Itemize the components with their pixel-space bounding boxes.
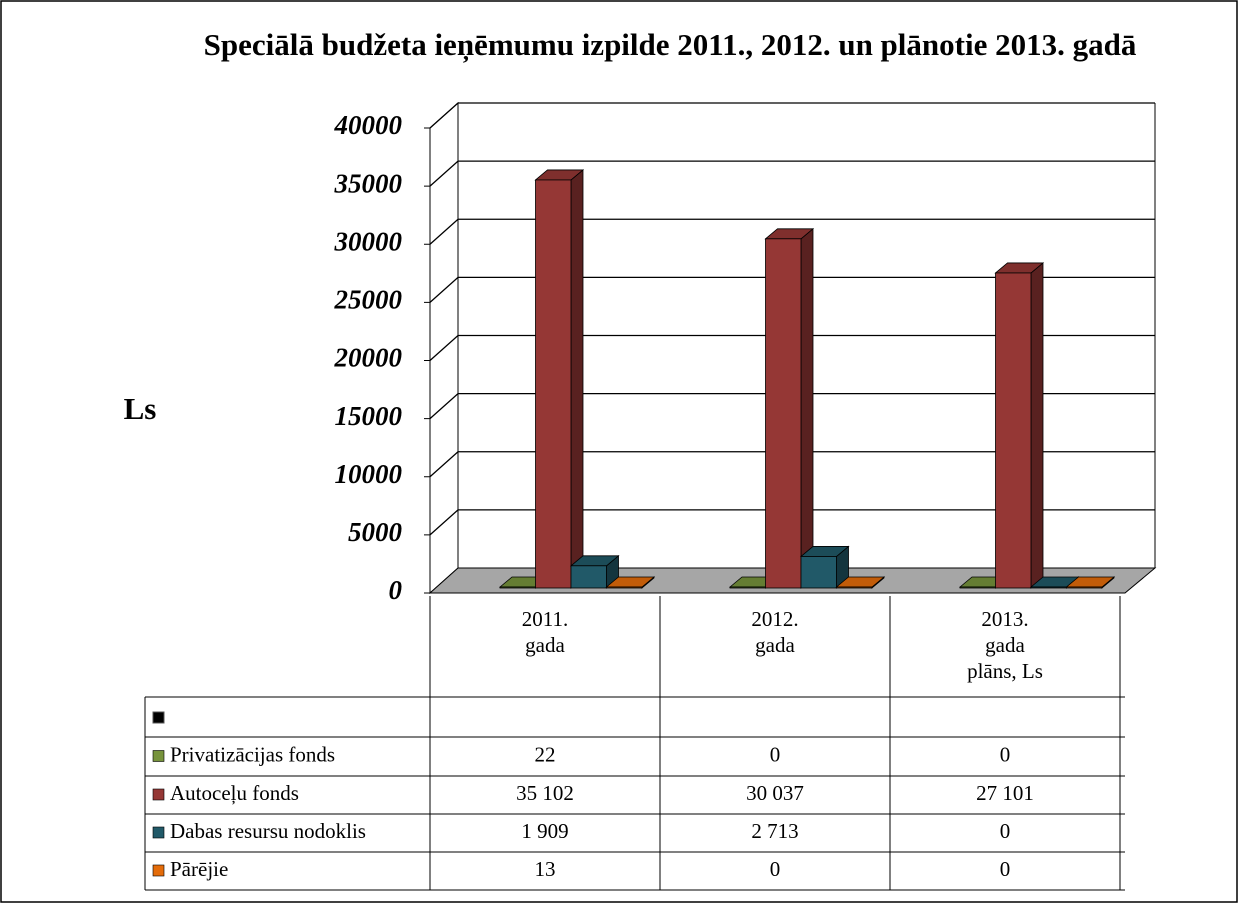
data-label: 0 <box>1000 742 1011 766</box>
bar <box>729 586 766 589</box>
legend-key <box>152 711 165 724</box>
y-tick-label: 15000 <box>335 401 403 431</box>
bar-side <box>570 169 584 589</box>
x-tick-label: 2012. gada <box>751 607 799 657</box>
data-label: 27 101 <box>976 781 1034 805</box>
legend-label: Privatizācijas fonds <box>170 742 335 766</box>
bar <box>1066 586 1103 589</box>
data-label: 35 102 <box>516 781 574 805</box>
bar-side <box>800 227 814 589</box>
grid-line <box>429 451 1155 478</box>
legend-label: Dabas resursu nodoklis <box>170 819 366 843</box>
grid-line <box>429 102 1155 129</box>
grid-line <box>429 218 1155 245</box>
y-tick-label: 40000 <box>334 110 403 140</box>
legend-key <box>152 864 165 877</box>
bar <box>995 272 1032 589</box>
chart-title: Speciālā budžeta ieņēmumu izpilde 2011.,… <box>203 27 1137 62</box>
grid-line <box>429 509 1155 536</box>
bar <box>800 556 837 589</box>
x-tick-label: 2011. gada <box>521 607 569 657</box>
data-label: 0 <box>1000 857 1011 881</box>
data-label: 13 <box>535 857 556 881</box>
data-label: 1 909 <box>521 819 568 843</box>
x-tick-label: 2013. gada plāns, Ls <box>967 607 1043 683</box>
bar <box>836 586 873 589</box>
bar <box>1030 586 1067 589</box>
data-label: 0 <box>770 857 781 881</box>
data-label: 30 037 <box>746 781 804 805</box>
grid-line <box>429 334 1155 361</box>
grid-line <box>429 392 1155 420</box>
data-label: 0 <box>1000 819 1011 843</box>
y-tick-label: 5000 <box>348 517 403 547</box>
data-label: 0 <box>770 742 781 766</box>
grid-line <box>429 160 1155 187</box>
grid-line <box>429 276 1155 303</box>
bar <box>535 179 572 589</box>
legend-key <box>152 826 165 839</box>
y-tick-label: 0 <box>389 575 403 605</box>
legend-key <box>152 788 165 801</box>
y-tick-label: 10000 <box>335 459 403 489</box>
y-tick-label: 25000 <box>334 285 403 315</box>
y-tick-label: 35000 <box>334 168 403 198</box>
bar-side <box>1030 262 1044 589</box>
legend-label: Autoceļu fonds <box>170 781 299 805</box>
data-label: 2 713 <box>751 819 798 843</box>
y-tick-label: 30000 <box>334 226 403 256</box>
bar <box>570 565 607 589</box>
legend-key <box>152 750 165 762</box>
bar <box>499 586 536 589</box>
bar <box>606 586 643 589</box>
bar <box>959 586 996 589</box>
y-tick-label: 20000 <box>334 343 403 373</box>
legend-label: Pārējie <box>170 857 228 881</box>
data-label: 22 <box>535 742 556 766</box>
y-axis-label: Ls <box>124 391 157 426</box>
bar <box>765 238 802 589</box>
